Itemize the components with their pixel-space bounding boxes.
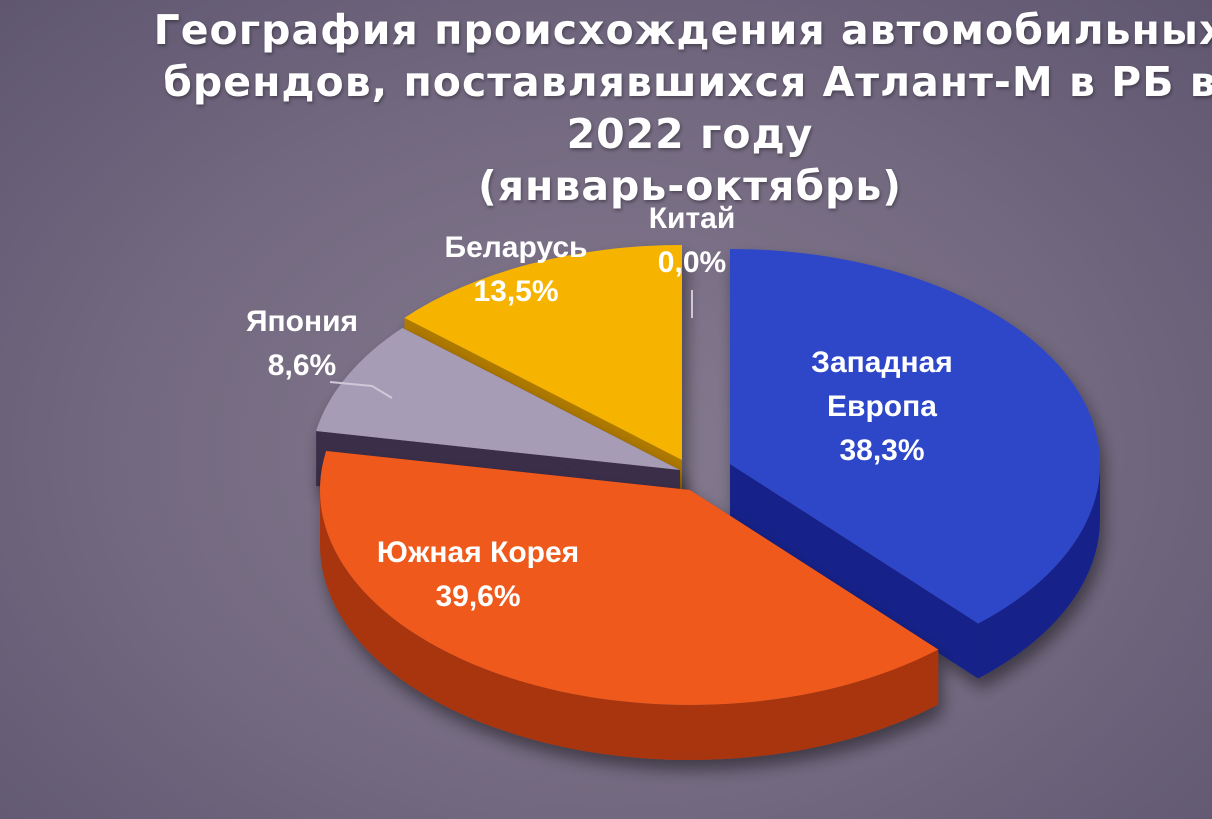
- data-label-value: 8,6%: [268, 349, 336, 382]
- chart-title: География происхождения автомобильных бр…: [120, 4, 1212, 212]
- slice-wall-западная-европа-1: [730, 464, 979, 679]
- title-line-4: (январь-октябрь): [477, 162, 903, 210]
- data-label-category: Европа: [827, 390, 937, 423]
- slice-side-западная-европа: [978, 464, 1100, 679]
- slice-side-южная-корея: [320, 490, 939, 760]
- slice-top-беларусь: [404, 245, 682, 460]
- data-label-category: Япония: [246, 305, 358, 338]
- data-label-южная-корея: Южная Корея 39,6%: [377, 536, 579, 613]
- data-label-беларусь: Беларусь 13,5%: [445, 231, 588, 308]
- data-label-category: Китай: [649, 202, 736, 235]
- slice-top-южная-корея: [319, 451, 939, 705]
- data-label-value: 38,3%: [839, 434, 924, 467]
- title-line-1: География происхождения автомобильных: [153, 6, 1212, 54]
- slice-южная-корея: [319, 451, 939, 760]
- data-label-япония: Япония 8,6%: [246, 305, 358, 382]
- title-line-3: 2022 году: [566, 110, 814, 158]
- data-label-value: 39,6%: [435, 580, 520, 613]
- slice-top-западная-европа: [730, 249, 1100, 624]
- data-label-category: Южная Корея: [377, 536, 579, 569]
- data-label-value: 0,0%: [658, 246, 726, 279]
- data-label-китай: Китай 0,0%: [649, 202, 736, 279]
- title-line-2: брендов, поставлявшихся Атлант-М в РБ в: [163, 58, 1212, 106]
- slice-top-япония: [316, 327, 680, 470]
- slice-западная-европа: [730, 249, 1100, 679]
- data-label-value: 13,5%: [473, 275, 558, 308]
- data-label-category: Западная: [811, 346, 953, 379]
- data-label-category: Беларусь: [445, 231, 588, 264]
- data-label-западная-европа: Западная Европа 38,3%: [811, 346, 953, 467]
- leader-line-япония: [329, 381, 393, 399]
